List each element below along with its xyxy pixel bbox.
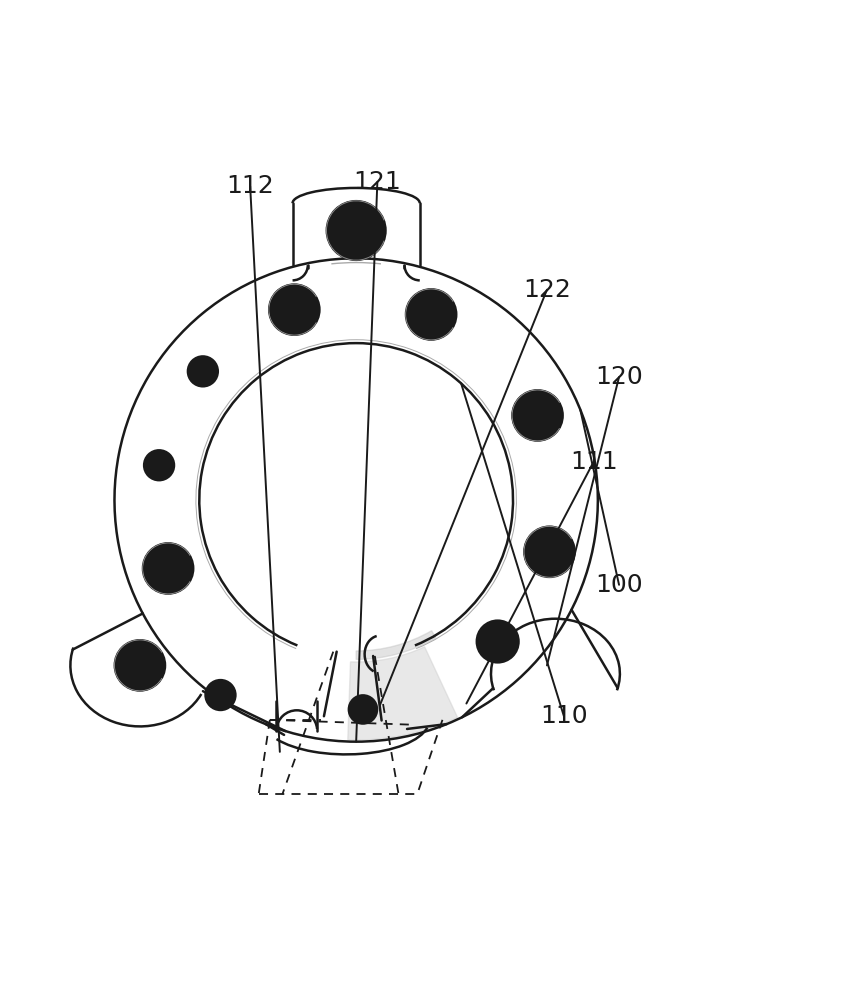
Circle shape xyxy=(524,526,575,577)
Circle shape xyxy=(142,543,193,594)
Circle shape xyxy=(187,356,218,387)
Text: 100: 100 xyxy=(595,573,643,597)
Circle shape xyxy=(405,289,456,340)
Circle shape xyxy=(512,390,563,441)
Text: 110: 110 xyxy=(540,704,588,728)
Text: 120: 120 xyxy=(595,365,643,389)
Circle shape xyxy=(477,620,519,663)
Text: 111: 111 xyxy=(570,450,617,474)
Circle shape xyxy=(269,284,320,335)
Wedge shape xyxy=(348,647,458,740)
Text: 121: 121 xyxy=(354,170,401,194)
Circle shape xyxy=(326,201,386,260)
Wedge shape xyxy=(356,631,436,659)
Circle shape xyxy=(114,640,165,691)
Text: 112: 112 xyxy=(226,174,274,198)
Circle shape xyxy=(205,680,236,710)
Circle shape xyxy=(144,450,175,481)
Circle shape xyxy=(349,695,377,724)
Text: 122: 122 xyxy=(523,278,571,302)
